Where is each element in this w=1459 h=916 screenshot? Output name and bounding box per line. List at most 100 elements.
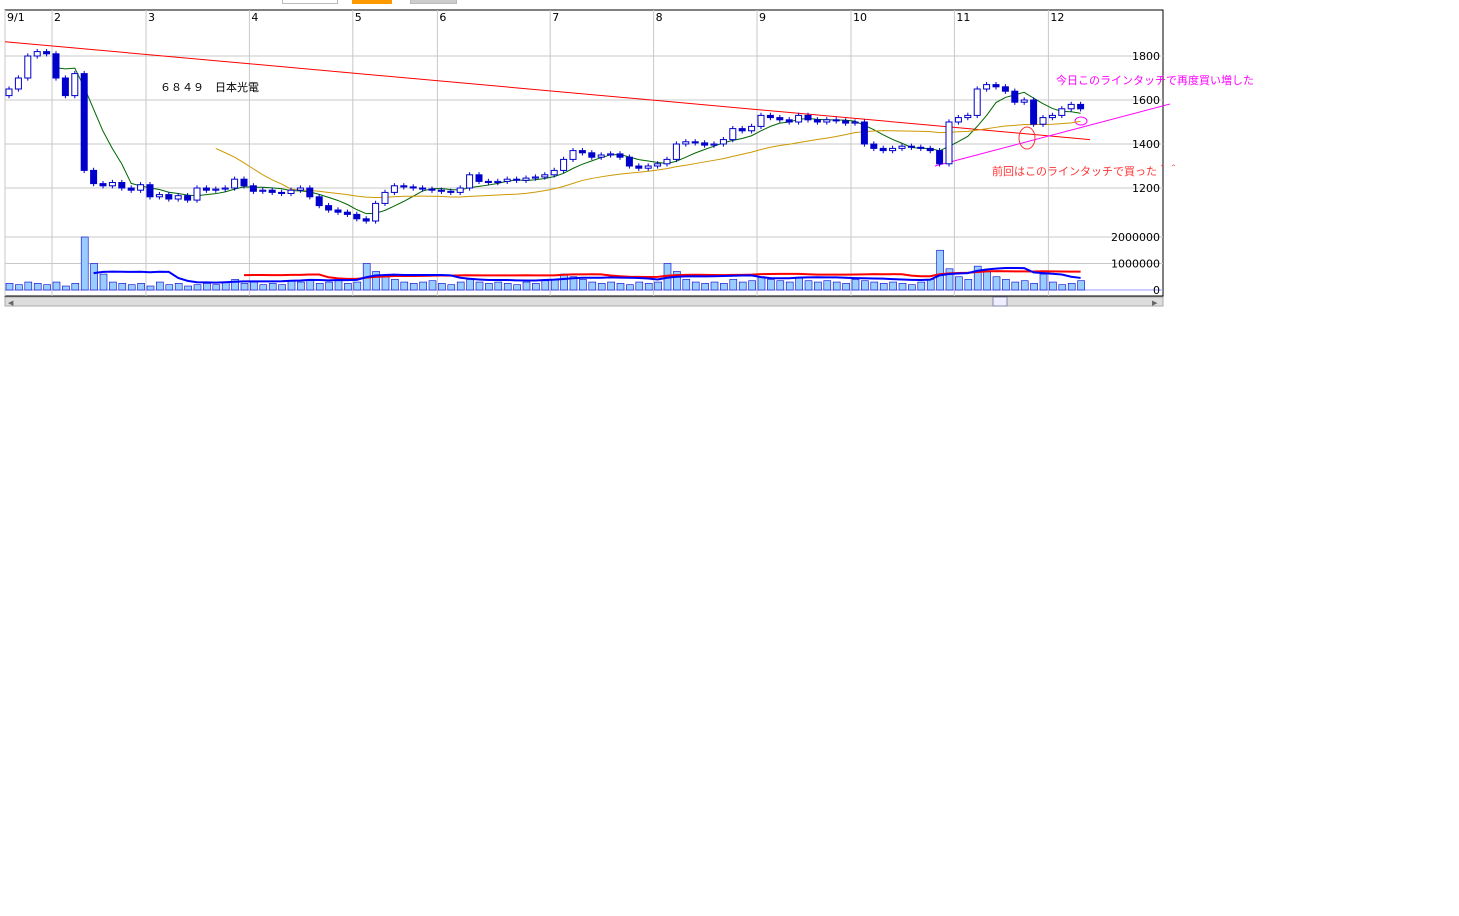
candle-body — [973, 88, 981, 116]
volume-bar — [62, 285, 70, 291]
volume-bar — [325, 281, 333, 291]
volume-bar — [983, 271, 991, 291]
candle-body — [954, 117, 962, 123]
volume-bar — [908, 284, 916, 291]
candle-body — [90, 169, 98, 185]
volume-bar — [503, 283, 512, 291]
volume-bar — [738, 281, 747, 291]
candle-body — [287, 189, 295, 194]
candle-body — [146, 184, 154, 198]
candle-body — [5, 88, 13, 97]
x-tick-label: 7 — [552, 11, 559, 24]
scroll-left-icon[interactable]: ◀ — [8, 299, 14, 307]
volume-bar — [456, 281, 465, 291]
volume-ma-blue — [93, 266, 1081, 284]
toolbar-button-1[interactable] — [282, 0, 338, 4]
volume-bar — [485, 283, 493, 291]
volume-bar — [691, 281, 700, 291]
volume-bar — [626, 284, 634, 291]
volume-bar — [1077, 280, 1085, 291]
price-tick-label: 1400 — [1132, 138, 1160, 151]
candle-body — [447, 190, 455, 193]
volume-bar — [851, 279, 860, 291]
volume-bar — [889, 281, 897, 291]
candle-body — [325, 205, 333, 211]
volume-bar — [24, 281, 33, 291]
volume-bar — [344, 283, 352, 291]
volume-bar — [33, 283, 42, 291]
volume-bar — [1030, 283, 1038, 291]
volume-bar — [541, 280, 550, 291]
candle-body — [1020, 99, 1028, 103]
x-tick-label: 12 — [1050, 11, 1064, 24]
volume-bar — [513, 284, 521, 291]
candle-body — [644, 165, 652, 169]
candle-body — [268, 189, 276, 193]
candle-body — [390, 185, 398, 193]
volume-bar — [146, 285, 155, 291]
volume-bar — [710, 281, 719, 291]
volume-bar — [268, 283, 277, 291]
price-tick-label: 1800 — [1132, 50, 1160, 63]
candle-body — [43, 51, 51, 55]
candle-body — [240, 178, 248, 187]
volume-bar — [212, 284, 221, 291]
volume-bar — [898, 283, 907, 291]
candle-body — [719, 139, 727, 145]
volume-bar — [52, 281, 61, 291]
candle-body — [766, 114, 774, 119]
scrollbar[interactable] — [4, 296, 1164, 307]
x-tick-label: 10 — [853, 11, 867, 24]
volume-bar — [748, 280, 756, 291]
candle-body — [1048, 114, 1056, 119]
candle-body — [174, 195, 182, 200]
volume-bar — [560, 273, 568, 291]
candle-body — [804, 114, 812, 121]
candle-body — [184, 195, 192, 201]
volume-bar — [174, 283, 183, 291]
candle-body — [202, 187, 210, 191]
volume-bar — [447, 284, 456, 291]
volume-bar — [287, 280, 296, 291]
candle-body — [419, 187, 427, 190]
price-tick-label: 1600 — [1132, 94, 1160, 107]
volume-bar — [372, 271, 380, 291]
volume-bar — [1020, 280, 1029, 291]
candle-body — [654, 163, 662, 167]
candle-body — [663, 158, 671, 165]
candle-body — [936, 150, 944, 165]
volume-bar — [334, 280, 343, 291]
toolbar-button-3[interactable] — [410, 0, 457, 4]
scroll-right-icon[interactable]: ▶ — [1152, 299, 1158, 307]
volume-bar — [936, 249, 944, 291]
scrollbar-thumb[interactable] — [992, 296, 1008, 307]
candle-body — [748, 125, 756, 132]
volume-bar — [99, 273, 108, 291]
volume-bar — [240, 283, 249, 291]
candle-body — [381, 191, 389, 204]
volume-bar — [842, 283, 850, 291]
candle-body — [832, 119, 840, 122]
candle-body — [231, 178, 239, 189]
toolbar-button-2[interactable] — [352, 0, 392, 4]
candle-body — [964, 114, 972, 119]
candle-body — [917, 146, 925, 149]
volume-bar — [184, 285, 192, 291]
candle-body — [701, 142, 709, 146]
candle-body — [466, 174, 474, 189]
candle-body — [550, 169, 558, 176]
volume-bar — [259, 284, 268, 291]
volume-bar — [588, 281, 597, 291]
candle-body — [776, 117, 784, 121]
volume-bar — [964, 279, 973, 291]
volume-bar — [419, 281, 427, 291]
candle-body — [108, 182, 116, 187]
candle-body — [437, 189, 445, 192]
candle-body — [635, 165, 643, 169]
candle-body — [296, 187, 304, 191]
volume-bar — [861, 280, 869, 291]
volume-bar — [795, 277, 803, 291]
candle-body — [249, 185, 257, 192]
candle-body — [80, 73, 88, 171]
candle-body — [155, 194, 163, 198]
